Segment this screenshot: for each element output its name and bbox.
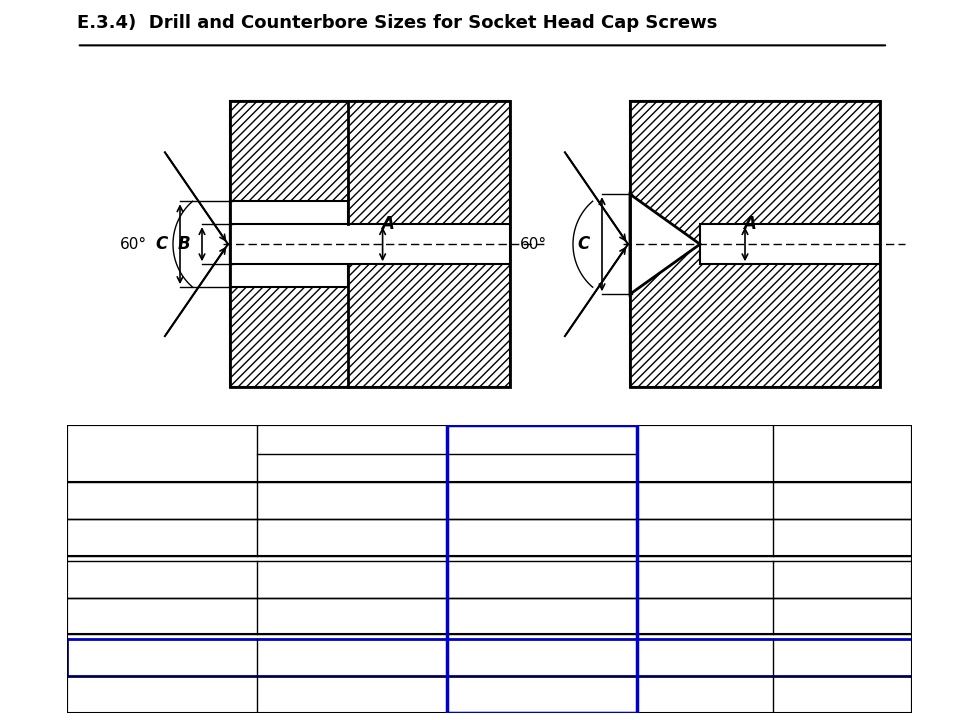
Text: Normal Fit: Normal Fit: [503, 462, 582, 474]
Bar: [630, 102, 880, 387]
Text: 1/8: 1/8: [694, 494, 716, 507]
Text: Counterbore
Diameter (B): Counterbore Diameter (B): [657, 440, 754, 467]
Text: (#2) 0.221: (#2) 0.221: [506, 573, 579, 586]
Text: A: A: [381, 215, 394, 233]
Text: 0.415: 0.415: [824, 688, 861, 701]
Text: (#51) 0.067: (#51) 0.067: [312, 494, 393, 507]
Text: 21/64: 21/64: [333, 652, 372, 665]
Bar: [230, 202, 348, 287]
Bar: [67, 482, 912, 519]
Text: 25/64: 25/64: [333, 688, 372, 701]
Bar: [630, 102, 880, 387]
Text: A: A: [744, 215, 756, 233]
Text: 0.346: 0.346: [824, 652, 861, 665]
Text: 3/8: 3/8: [152, 688, 173, 701]
Text: E.3.4)  Drill and Counterbore Sizes for Socket Head Cap Screws: E.3.4) Drill and Counterbore Sizes for S…: [77, 14, 717, 32]
Text: Nominal Drill Size (A): Nominal Drill Size (A): [367, 433, 528, 446]
Text: 1/4: 1/4: [152, 609, 173, 622]
Text: 0.278: 0.278: [824, 609, 861, 622]
Text: 17/32: 17/32: [685, 652, 724, 665]
Text: 0.218: 0.218: [824, 573, 861, 586]
Bar: [230, 102, 510, 387]
Text: 3/8: 3/8: [694, 573, 716, 586]
Text: (#46) 0.081: (#46) 0.081: [312, 531, 393, 544]
Text: (#5) 0.206: (#5) 0.206: [317, 573, 388, 586]
Bar: [230, 102, 510, 387]
Bar: [67, 598, 912, 634]
Text: 9/32: 9/32: [527, 609, 558, 622]
Text: 11/32: 11/32: [523, 652, 562, 665]
Text: (#49) 0.073: (#49) 0.073: [502, 494, 583, 507]
Text: C: C: [578, 235, 590, 253]
Text: 60°: 60°: [119, 237, 147, 252]
Text: #10 (0.1900): #10 (0.1900): [118, 573, 206, 586]
Text: C: C: [156, 235, 168, 253]
Bar: [67, 425, 912, 482]
Text: B: B: [178, 235, 190, 253]
Text: 13/32: 13/32: [523, 688, 562, 701]
Bar: [67, 561, 912, 598]
Text: Nominal Size
of Screw (D): Nominal Size of Screw (D): [113, 440, 211, 467]
Text: 5/16: 5/16: [147, 652, 178, 665]
Text: 17/64: 17/64: [333, 609, 372, 622]
Text: 5/8: 5/8: [694, 688, 716, 701]
Text: 60°: 60°: [519, 237, 546, 252]
Text: #0 (0.0600): #0 (0.0600): [122, 494, 203, 507]
Bar: [230, 224, 510, 264]
Bar: [67, 676, 912, 713]
Text: Countersink
(C): Countersink (C): [797, 440, 887, 467]
Bar: [67, 519, 912, 556]
Polygon shape: [630, 194, 700, 294]
Text: (#43) 0.089: (#43) 0.089: [502, 531, 583, 544]
Text: #1 (0.0730): #1 (0.0730): [122, 531, 203, 544]
Text: 5/32: 5/32: [690, 531, 720, 544]
Text: 0.074: 0.074: [824, 494, 861, 507]
Text: Close Fit: Close Fit: [320, 462, 385, 474]
Bar: [67, 639, 912, 676]
Text: 0.087: 0.087: [824, 531, 861, 544]
Bar: [700, 224, 880, 264]
Text: 7/16: 7/16: [690, 609, 720, 622]
